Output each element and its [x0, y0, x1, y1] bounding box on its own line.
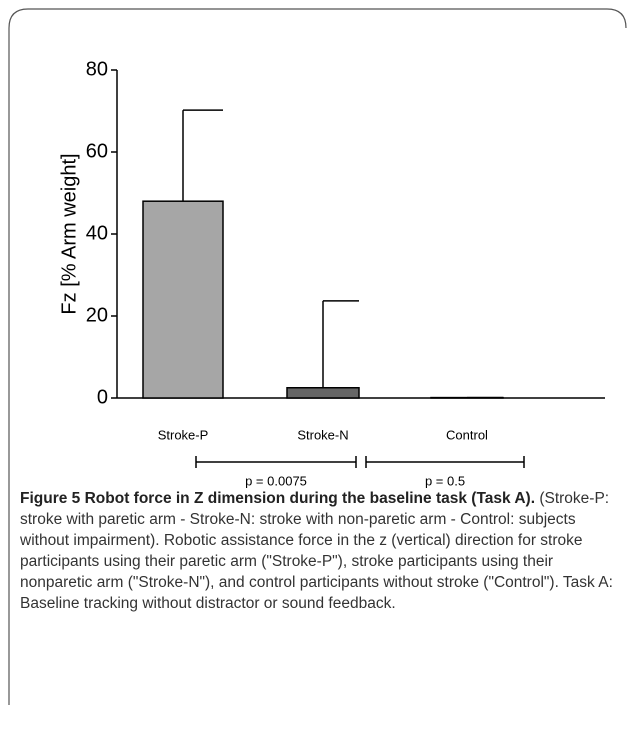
- x-tick-label: Control: [446, 427, 488, 442]
- bar: [142, 200, 224, 399]
- frame: [8, 8, 627, 705]
- y-tick-label: 60: [86, 140, 108, 162]
- y-tick-label: 0: [97, 386, 108, 408]
- y-axis-label: Fz [% Arm weight]: [58, 153, 80, 314]
- bar: [286, 387, 360, 399]
- caption-body: (Stroke-P: stroke with paretic arm - Str…: [20, 490, 613, 612]
- y-tick-label: 80: [86, 58, 108, 80]
- caption: Figure 5 Robot force in Z dimension duri…: [20, 488, 616, 614]
- y-tick-label: 40: [86, 222, 108, 244]
- annotation: p = 0.0075: [245, 473, 307, 488]
- annotation: p = 0.5: [425, 473, 465, 488]
- caption-title: Figure 5 Robot force in Z dimension duri…: [20, 490, 536, 507]
- x-tick-label: Stroke-P: [158, 427, 209, 442]
- x-tick-label: Stroke-N: [297, 427, 348, 442]
- y-tick-label: 20: [86, 304, 108, 326]
